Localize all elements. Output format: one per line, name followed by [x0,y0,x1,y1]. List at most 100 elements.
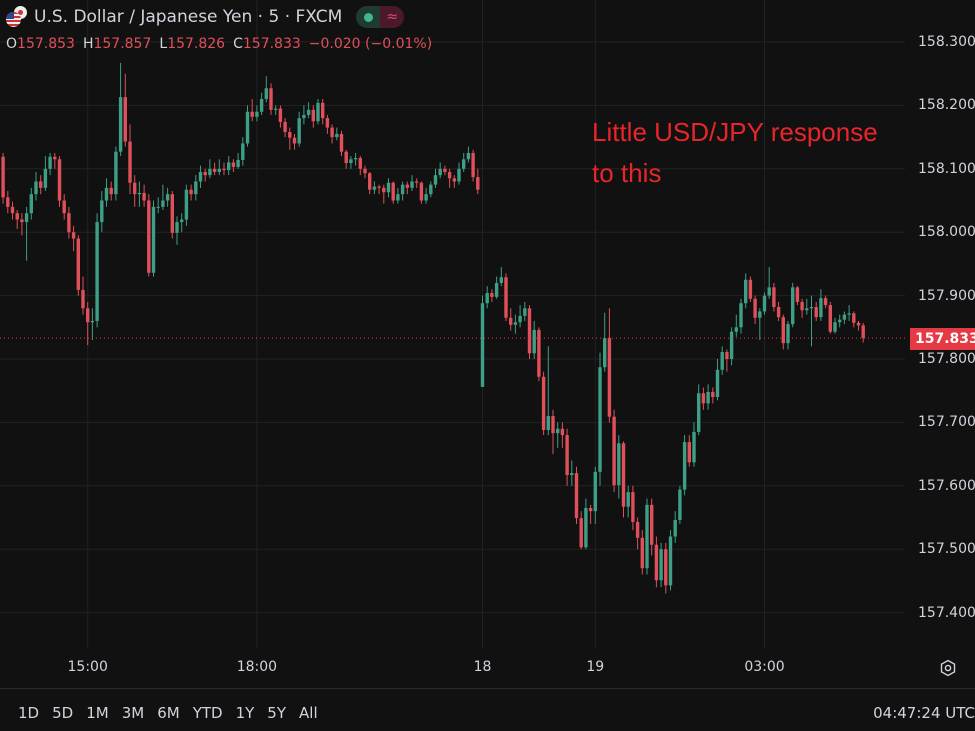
candle-body [466,152,471,160]
candle-down [621,441,626,518]
candle-body [189,189,193,195]
candle-up [306,102,311,119]
candlestick-chart[interactable] [0,0,975,688]
symbol-header[interactable]: U.S. Dollar / Japanese Yen · 5 · FXCM ≈ [6,6,405,28]
candle-up [833,317,837,334]
candle-body [377,186,381,188]
candle-up [706,384,710,410]
candle-body [222,168,226,171]
candle-body [259,99,264,112]
range-ytd[interactable]: YTD [192,704,223,722]
range-all[interactable]: All [299,704,318,722]
candle-body [302,114,306,119]
candle-up [48,152,52,176]
candle-body [480,303,485,387]
candle-body [725,352,729,359]
range-1m[interactable]: 1M [86,704,109,722]
candle-up [617,435,621,499]
candle-down [170,190,174,239]
candle-body [706,391,710,404]
candle-down [795,286,800,306]
candle-body [499,277,503,283]
price-tick-label: 157.400 [918,604,975,621]
low-label: L [159,36,168,52]
candle-down [62,194,66,220]
candle-body [170,194,174,233]
candle-body [673,520,677,537]
candle-up [175,216,179,245]
candle-up [847,305,851,321]
date-range-selector: 1D 5D 1M 3M 6M YTD 1Y 5Y All [18,704,318,722]
candle-up [805,298,809,315]
candle-up [198,165,203,188]
range-5y[interactable]: 5Y [267,704,287,722]
candle-down [640,530,644,575]
range-1y[interactable]: 1Y [235,704,255,722]
range-6m[interactable]: 6M [157,704,180,722]
candle-body [527,308,532,354]
candle-body [786,324,790,344]
candle-body [744,279,748,304]
price-tick-label: 157.600 [918,477,975,494]
candle-down [53,152,57,169]
candle-body [593,471,597,512]
candle-down [814,301,818,321]
chart-settings-icon[interactable] [939,659,957,677]
candle-up [104,178,109,207]
high-value: 157.857 [93,36,152,52]
candle-body [429,184,433,195]
market-status-pill[interactable]: ≈ [356,6,405,28]
candle-body [645,504,649,569]
candle-body [349,159,353,164]
candle-up [245,105,250,147]
candle-body [560,428,565,436]
symbol-title[interactable]: U.S. Dollar / Japanese Yen · 5 · FXCM [34,7,343,27]
candle-body [245,111,250,144]
candle-body [471,152,475,178]
candle-down [15,210,19,230]
candle-down [1,152,5,204]
us-japan-flag-icon [6,6,28,28]
candle-up [729,327,734,366]
candle-down [800,298,804,318]
candle-body [640,537,644,569]
candle-body [682,442,687,490]
candle-up [668,530,673,591]
candle-down [109,181,113,201]
range-3m[interactable]: 3M [121,704,145,722]
candle-up [546,346,550,436]
candle-body [100,200,104,223]
range-1d[interactable]: 1D [18,704,40,722]
candle-up [556,422,560,448]
candle-body [532,329,536,354]
candle-body [212,168,217,172]
candle-down [579,511,583,550]
candle-body [208,168,212,176]
candle-down [278,105,283,128]
candle-up [678,485,682,524]
candle-body [109,187,113,195]
candle-body [198,171,203,182]
candle-down [828,301,832,334]
candle-up [809,295,814,347]
candle-body [574,473,579,519]
candle-up [626,485,630,518]
range-5d[interactable]: 5D [52,704,74,722]
candle-up [217,159,221,176]
candle-body [1,156,5,198]
candle-body [659,549,663,581]
candle-body [748,279,753,299]
candle-down [612,409,616,493]
candle-body [518,315,522,323]
utc-clock[interactable]: 04:47:24 UTC [873,704,975,722]
candle-body [650,504,654,545]
candle-body [772,287,776,308]
candle-body [838,319,842,323]
grid-lines [0,0,905,648]
candle-up [786,320,790,350]
candle-up [227,156,231,176]
candle-body [819,298,823,318]
candle-body [358,158,362,169]
candle-up [24,206,29,261]
candle-up [739,298,743,334]
